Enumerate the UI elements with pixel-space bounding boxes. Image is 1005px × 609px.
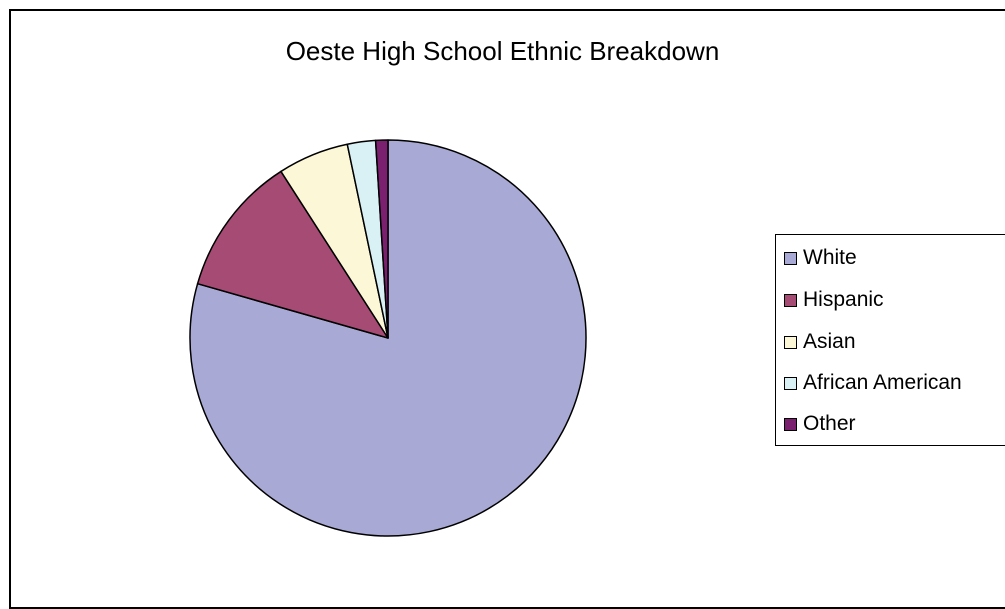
legend-label-other: Other [803,412,856,435]
legend-label-african-american: African American [803,371,962,394]
chart-title: Oeste High School Ethnic Breakdown [285,36,720,66]
pie-chart [189,139,587,537]
legend-item-asian: Asian [784,325,856,359]
legend-label-asian: Asian [803,330,856,353]
pie-slice-hispanic [196,170,389,339]
legend-item-white: White [784,241,857,275]
legend-item-african-american: African American [784,366,962,400]
legend-item-other: Other [784,407,856,441]
legend-item-hispanic: Hispanic [784,283,884,317]
legend-swatch-hispanic [784,293,797,307]
legend-label-hispanic: Hispanic [803,288,884,311]
legend-swatch-asian [784,335,797,349]
legend-swatch-other [784,417,797,431]
pie-slice-other [374,139,389,339]
legend: White Hispanic Asian African American Other [775,234,1005,446]
legend-swatch-african-american [784,376,797,390]
legend-swatch-white [784,251,797,265]
legend-label-white: White [803,246,857,269]
